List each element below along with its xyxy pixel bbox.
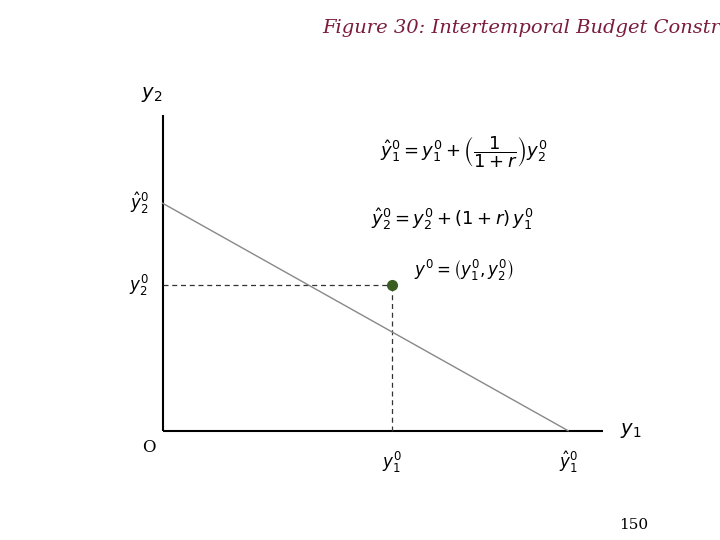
Text: O: O — [142, 439, 156, 456]
Text: $y_1$: $y_1$ — [620, 421, 642, 440]
Text: $y_2^0$: $y_2^0$ — [129, 273, 148, 298]
Text: $y^0 = \left(y_1^0, y_2^0\right)$: $y^0 = \left(y_1^0, y_2^0\right)$ — [414, 258, 514, 284]
Text: $\hat{y}_1^0 = y_1^0 + \left(\dfrac{1}{1+r}\right)y_2^0$: $\hat{y}_1^0 = y_1^0 + \left(\dfrac{1}{1… — [380, 134, 548, 170]
Text: Figure 30: Intertemporal Budget Constraint: Figure 30: Intertemporal Budget Constrai… — [322, 19, 720, 37]
Text: 150: 150 — [619, 518, 648, 532]
Text: $\hat{y}_2^0$: $\hat{y}_2^0$ — [130, 191, 148, 216]
Text: $y_2$: $y_2$ — [140, 85, 162, 104]
Text: $\hat{y}_2^0 = y_2^0 + (1+r)\,y_1^0$: $\hat{y}_2^0 = y_2^0 + (1+r)\,y_1^0$ — [372, 206, 534, 232]
Text: $\hat{y}_1^0$: $\hat{y}_1^0$ — [559, 449, 577, 475]
Text: $y_1^0$: $y_1^0$ — [382, 449, 402, 475]
